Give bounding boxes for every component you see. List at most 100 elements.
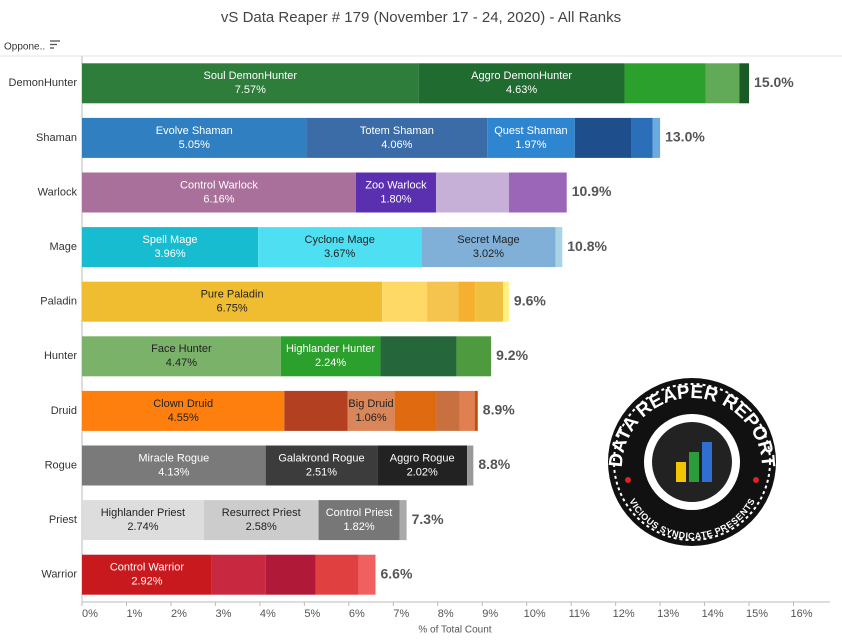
x-tick-label: 6% — [349, 608, 365, 620]
bar-segment — [82, 63, 419, 104]
bar-segment — [358, 554, 376, 595]
bar-segment — [377, 445, 468, 486]
category-label: Shaman — [36, 132, 77, 144]
segment-value-label: 3.02% — [473, 248, 504, 260]
x-tick-label: 8% — [438, 608, 454, 620]
x-tick-label: 3% — [215, 608, 231, 620]
segment-value-label: 6.75% — [216, 303, 247, 315]
bar-segment — [421, 227, 556, 268]
x-tick-label: 1% — [127, 608, 143, 620]
bar-segment — [82, 500, 204, 541]
total-label: 9.2% — [496, 347, 528, 363]
chart-title: vS Data Reaper # 179 (November 17 - 24, … — [221, 9, 621, 26]
bar-segment — [284, 390, 348, 431]
segment-value-label: 2.92% — [131, 576, 162, 588]
segment-value-label: 2.74% — [127, 521, 158, 533]
x-tick-label: 15% — [746, 608, 768, 620]
segment-value-label: 6.16% — [203, 193, 234, 205]
segment-name: Aggro Rogue — [390, 452, 455, 464]
segment-name: Clown Druid — [153, 398, 213, 410]
total-label: 13.0% — [665, 129, 705, 145]
segment-value-label: 4.47% — [166, 357, 197, 369]
segment-name: Control Priest — [326, 507, 393, 519]
category-label: Warrior — [41, 569, 77, 581]
x-tick-label: 12% — [613, 608, 635, 620]
bar-segment — [435, 172, 509, 213]
x-tick-label: 14% — [702, 608, 724, 620]
bar-segment — [265, 445, 378, 486]
total-label: 8.9% — [483, 402, 515, 418]
category-label: DemonHunter — [9, 77, 78, 89]
bar-segment — [555, 227, 563, 268]
category-label: Rogue — [45, 459, 77, 471]
logo-bar — [689, 452, 699, 482]
segment-value-label: 1.97% — [515, 139, 546, 151]
logo-star — [753, 477, 759, 483]
bar-segment — [487, 117, 575, 158]
segment-value-label: 2.51% — [306, 466, 337, 478]
segment-name: Big Druid — [348, 398, 393, 410]
x-tick-label: 4% — [260, 608, 276, 620]
bar-segment — [456, 336, 492, 377]
bar-segment — [265, 554, 316, 595]
logo-bar — [676, 462, 686, 482]
segment-value-label: 2.24% — [315, 357, 346, 369]
total-label: 6.6% — [381, 565, 413, 581]
x-tick-label: 10% — [524, 608, 546, 620]
bar-segment — [631, 117, 653, 158]
category-label: Mage — [49, 241, 77, 253]
segment-name: Face Hunter — [151, 343, 212, 355]
bar-segment — [211, 554, 266, 595]
segment-value-label: 3.96% — [154, 248, 185, 260]
segment-name: Control Warrior — [110, 562, 184, 574]
bar-segment — [82, 445, 266, 486]
segment-value-label: 1.82% — [343, 521, 374, 533]
x-tick-label: 7% — [393, 608, 409, 620]
segment-name: Soul DemonHunter — [204, 70, 298, 82]
bar-segment — [82, 227, 259, 268]
sort-icon[interactable] — [50, 40, 60, 49]
segment-value-label: 1.06% — [355, 412, 386, 424]
bar-segment — [82, 172, 356, 213]
bar-segment — [203, 500, 319, 541]
segment-name: Pure Paladin — [201, 289, 264, 301]
bar-segment — [82, 281, 383, 322]
bar-segment — [459, 390, 475, 431]
logo: DATA REAPER REPORT VICIOUS SYNDICATE PRE… — [606, 378, 778, 546]
bar-segment — [503, 281, 509, 322]
bar-segment — [82, 117, 307, 158]
x-tick-label: 2% — [171, 608, 187, 620]
segment-name: Highlander Priest — [101, 507, 185, 519]
bar-segment — [467, 445, 474, 486]
bar-segment — [258, 227, 422, 268]
category-label: Druid — [51, 405, 77, 417]
segment-value-label: 4.55% — [168, 412, 199, 424]
logo-ring — [613, 383, 771, 541]
bar-segment — [436, 390, 460, 431]
segment-value-label: 3.67% — [324, 248, 355, 260]
x-tick-label: 9% — [482, 608, 498, 620]
bar-segment — [280, 336, 381, 377]
segment-name: Zoo Warlock — [365, 179, 427, 191]
x-tick-label: 16% — [791, 608, 813, 620]
total-label: 9.6% — [514, 292, 546, 308]
bar-segment — [458, 281, 476, 322]
segment-value-label: 7.57% — [235, 84, 266, 96]
total-label: 10.9% — [572, 183, 612, 199]
segment-value-label: 4.06% — [381, 139, 412, 151]
x-tick-label: 5% — [304, 608, 320, 620]
bar-segment — [427, 281, 459, 322]
category-label: Warlock — [38, 186, 78, 198]
category-label: Priest — [49, 514, 77, 526]
bar-segment — [652, 117, 661, 158]
bar-segment — [705, 63, 740, 104]
bar-segment — [508, 172, 567, 213]
bar-segment — [382, 281, 428, 322]
bar-segment — [475, 281, 504, 322]
bar-segment — [474, 390, 478, 431]
category-label: Paladin — [40, 296, 77, 308]
x-tick-label: 13% — [657, 608, 679, 620]
segment-value-label: 4.13% — [158, 466, 189, 478]
segment-name: Spell Mage — [143, 234, 198, 246]
